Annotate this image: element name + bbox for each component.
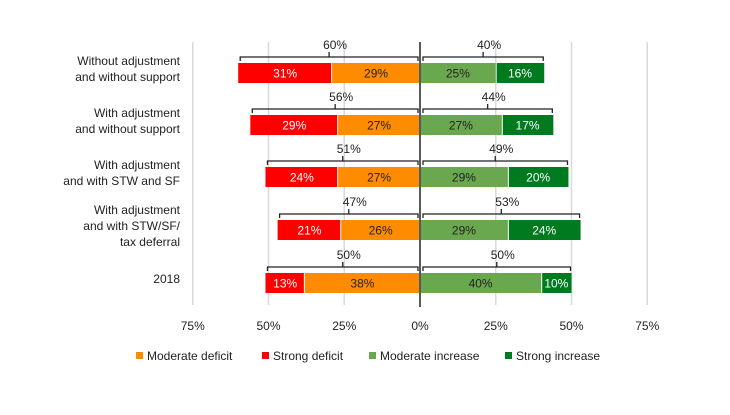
bracket-increase [422, 156, 569, 165]
bracket-deficit [278, 209, 419, 218]
legend-swatch [262, 352, 269, 359]
category-label: 2018 [153, 272, 180, 286]
x-tick-label: 25% [484, 319, 508, 333]
data-label: 21% [297, 224, 321, 238]
bar-moderate-deficit [338, 167, 419, 187]
bar-strong-increase [508, 167, 569, 187]
bracket-deficit [239, 52, 419, 61]
legend-label: Strong increase [516, 349, 600, 363]
legend-swatch [505, 352, 512, 359]
data-label: 29% [282, 119, 306, 133]
x-tick-label: 50% [256, 319, 280, 333]
bar-moderate-deficit [338, 115, 419, 135]
bracket-deficit [266, 262, 419, 271]
category-label: tax deferral [120, 235, 180, 249]
bar-strong-increase [496, 63, 545, 83]
legend-swatch [136, 352, 143, 359]
data-label: 17% [516, 119, 540, 133]
category-label: With adjustment [94, 106, 181, 120]
data-label: 13% [273, 277, 297, 291]
category-label: With adjustment [94, 203, 181, 217]
bracket-increase [422, 262, 572, 271]
data-label: 27% [449, 119, 473, 133]
category-label: Without adjustment [77, 54, 180, 68]
bracket-increase [422, 52, 544, 61]
bar-strong-deficit [238, 63, 332, 83]
data-label: 40% [469, 277, 493, 291]
legend-label: Moderate increase [380, 349, 480, 363]
total-increase-label: 40% [477, 38, 501, 52]
category-label: and with STW and SF [63, 174, 180, 188]
x-tick-label: 75% [635, 319, 659, 333]
bar-moderate-increase [421, 273, 542, 293]
data-label: 27% [367, 171, 391, 185]
bar-moderate-deficit [341, 220, 419, 240]
bracket-deficit [251, 104, 419, 113]
data-label: 25% [446, 67, 470, 81]
bracket-increase [422, 104, 553, 113]
bar-moderate-increase [421, 167, 508, 187]
x-tick-label: 50% [559, 319, 583, 333]
total-increase-label: 44% [482, 90, 506, 104]
bar-moderate-deficit [304, 273, 419, 293]
bar-moderate-deficit [332, 63, 419, 83]
total-deficit-label: 50% [337, 248, 361, 262]
total-increase-label: 53% [495, 195, 519, 209]
bar-moderate-increase [421, 63, 496, 83]
total-deficit-label: 60% [323, 38, 347, 52]
bar-strong-increase [542, 273, 572, 293]
total-increase-label: 49% [489, 142, 513, 156]
total-deficit-label: 51% [337, 142, 361, 156]
bar-strong-deficit [250, 115, 338, 135]
x-tick-label: 0% [411, 319, 429, 333]
data-label: 24% [532, 224, 556, 238]
bar-moderate-increase [421, 115, 502, 135]
data-label: 16% [508, 67, 532, 81]
legend-swatch [369, 352, 376, 359]
total-deficit-label: 47% [343, 195, 367, 209]
category-label: and without support [75, 70, 180, 84]
bar-strong-deficit [265, 167, 338, 187]
data-label: 29% [452, 224, 476, 238]
bracket-increase [422, 209, 581, 218]
total-increase-label: 50% [491, 248, 515, 262]
data-label: 27% [367, 119, 391, 133]
bar-strong-deficit [265, 273, 304, 293]
data-label: 38% [350, 277, 374, 291]
category-label: With adjustment [94, 158, 181, 172]
bar-moderate-increase [421, 220, 508, 240]
bar-strong-increase [508, 220, 581, 240]
category-label: and with STW/SF/ [83, 219, 180, 233]
legend-label: Strong deficit [273, 349, 344, 363]
bar-strong-increase [502, 115, 554, 135]
bar-strong-deficit [277, 220, 341, 240]
x-tick-label: 75% [181, 319, 205, 333]
data-label: 24% [290, 171, 314, 185]
data-label: 31% [273, 67, 297, 81]
bracket-deficit [266, 156, 419, 165]
total-deficit-label: 56% [329, 90, 353, 104]
data-label: 20% [526, 171, 550, 185]
data-label: 29% [452, 171, 476, 185]
data-label: 29% [364, 67, 388, 81]
category-label: and without support [75, 122, 180, 136]
data-label: 26% [369, 224, 393, 238]
x-tick-label: 25% [332, 319, 356, 333]
data-label: 10% [544, 277, 568, 291]
legend-label: Moderate deficit [147, 349, 233, 363]
